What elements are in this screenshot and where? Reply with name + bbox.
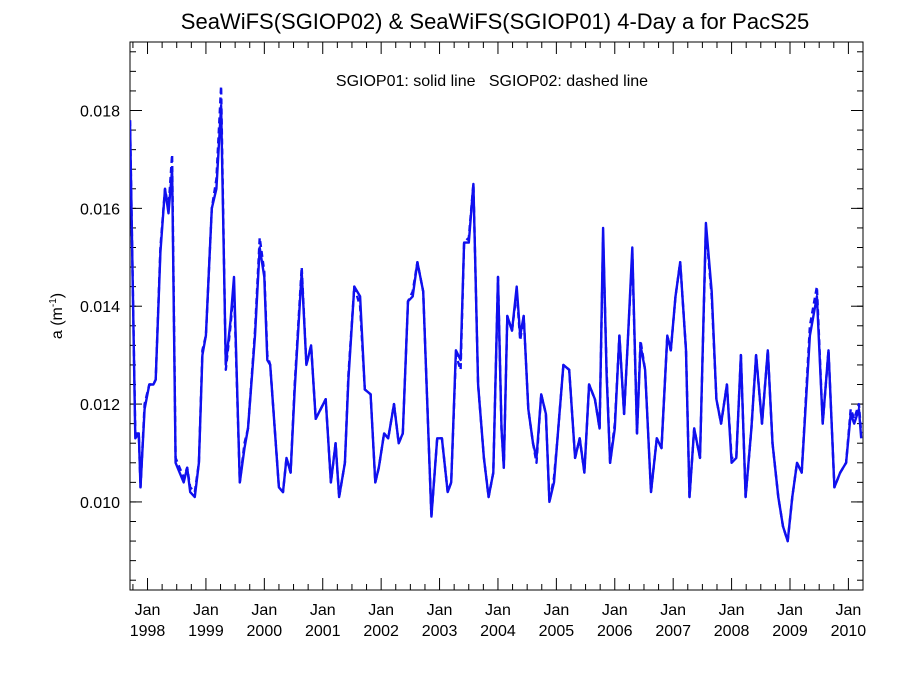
x-tick-label-year: 2000 <box>247 623 283 640</box>
x-tick-label-month: Jan <box>427 602 453 619</box>
y-axis-label: a (m-1) <box>48 293 66 339</box>
x-tick-label-year: 2010 <box>831 623 867 640</box>
x-tick-label-year: 2009 <box>772 623 808 640</box>
y-tick-label: 0.014 <box>80 299 120 316</box>
y-tick-label: 0.018 <box>80 104 120 121</box>
axes: 0.010 0.012 0.014 0.016 0.018 Jan 1998 Jan 1999 J… <box>80 41 867 640</box>
x-tick-label-month: Jan <box>543 602 569 619</box>
x-tick-label-month: Jan <box>368 602 394 619</box>
x-tick-label-year: 2006 <box>597 623 633 640</box>
plot-frame <box>129 41 864 591</box>
x-tick-label-month: Jan <box>777 602 803 619</box>
x-tick-label-year: 2005 <box>539 623 575 640</box>
y-tick-label: 0.012 <box>80 397 120 414</box>
y-tick-label: 0.016 <box>80 201 120 218</box>
x-tick-label-year: 2001 <box>305 623 341 640</box>
x-tick-label-month: Jan <box>719 602 745 619</box>
x-tick-label-year: 2003 <box>422 623 458 640</box>
x-tick-label-year: 1998 <box>130 623 166 640</box>
x-tick-label-month: Jan <box>135 602 161 619</box>
x-tick-label-month: Jan <box>660 602 686 619</box>
x-tick-label-year: 2007 <box>655 623 691 640</box>
x-tick-label-month: Jan <box>835 602 861 619</box>
x-tick-label-month: Jan <box>193 602 219 619</box>
x-tick-label-month: Jan <box>602 602 628 619</box>
x-tick-label-year: 2008 <box>714 623 750 640</box>
x-tick-label-year: 1999 <box>188 623 224 640</box>
y-tick-label: 0.010 <box>80 495 120 512</box>
x-tick-label-year: 2002 <box>363 623 399 640</box>
x-tick-label-month: Jan <box>485 602 511 619</box>
series-line-sgiop01 <box>130 104 863 543</box>
x-tick-label-year: 2004 <box>480 623 516 640</box>
x-tick-label-month: Jan <box>310 602 336 619</box>
chart-title: SeaWiFS(SGIOP02) & SeaWiFS(SGIOP01) 4-Da… <box>181 9 809 34</box>
line-style-annotation: SGIOP01: solid line SGIOP02: dashed line <box>336 73 648 90</box>
series-lines <box>130 84 863 543</box>
x-tick-label-month: Jan <box>251 602 277 619</box>
